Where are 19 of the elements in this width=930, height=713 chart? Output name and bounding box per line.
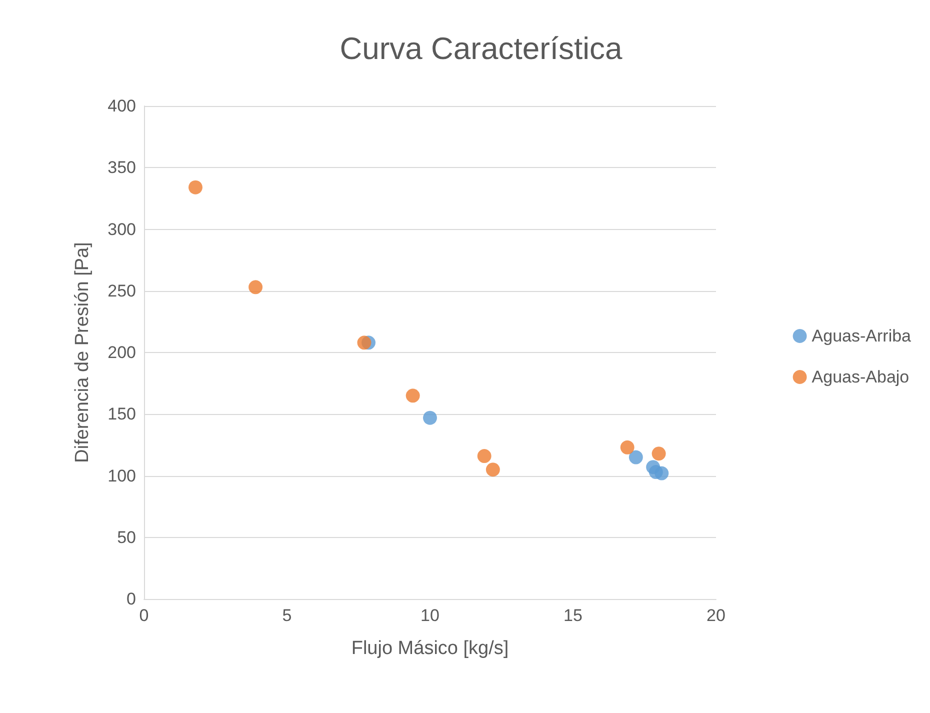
x-tick-label: 10 (420, 606, 440, 625)
y-tick-label: 350 (108, 158, 136, 178)
y-tick-label: 0 (126, 590, 136, 608)
legend-label: Aguas-Arriba (812, 326, 912, 346)
x-tick-label: 5 (282, 606, 292, 625)
y-axis-title: Diferencia de Presión [Pa] (72, 242, 93, 463)
y-tick-label: 200 (108, 343, 136, 362)
y-tick-label: 250 (108, 281, 136, 300)
x-tick-label: 0 (139, 606, 149, 625)
y-tick-label: 400 (108, 96, 136, 116)
x-tick-label: 20 (706, 606, 726, 625)
y-tick-label: 150 (108, 404, 136, 424)
chart-title: Curva Característica (340, 31, 624, 66)
x-axis-title: Flujo Másico [kg/s] (351, 638, 509, 659)
legend-label: Aguas-Abajo (812, 368, 910, 386)
y-tick-label: 50 (117, 528, 136, 547)
x-tick-label: 15 (564, 606, 582, 625)
y-tick-label: 100 (108, 466, 136, 486)
y-tick-label: 300 (108, 220, 136, 239)
